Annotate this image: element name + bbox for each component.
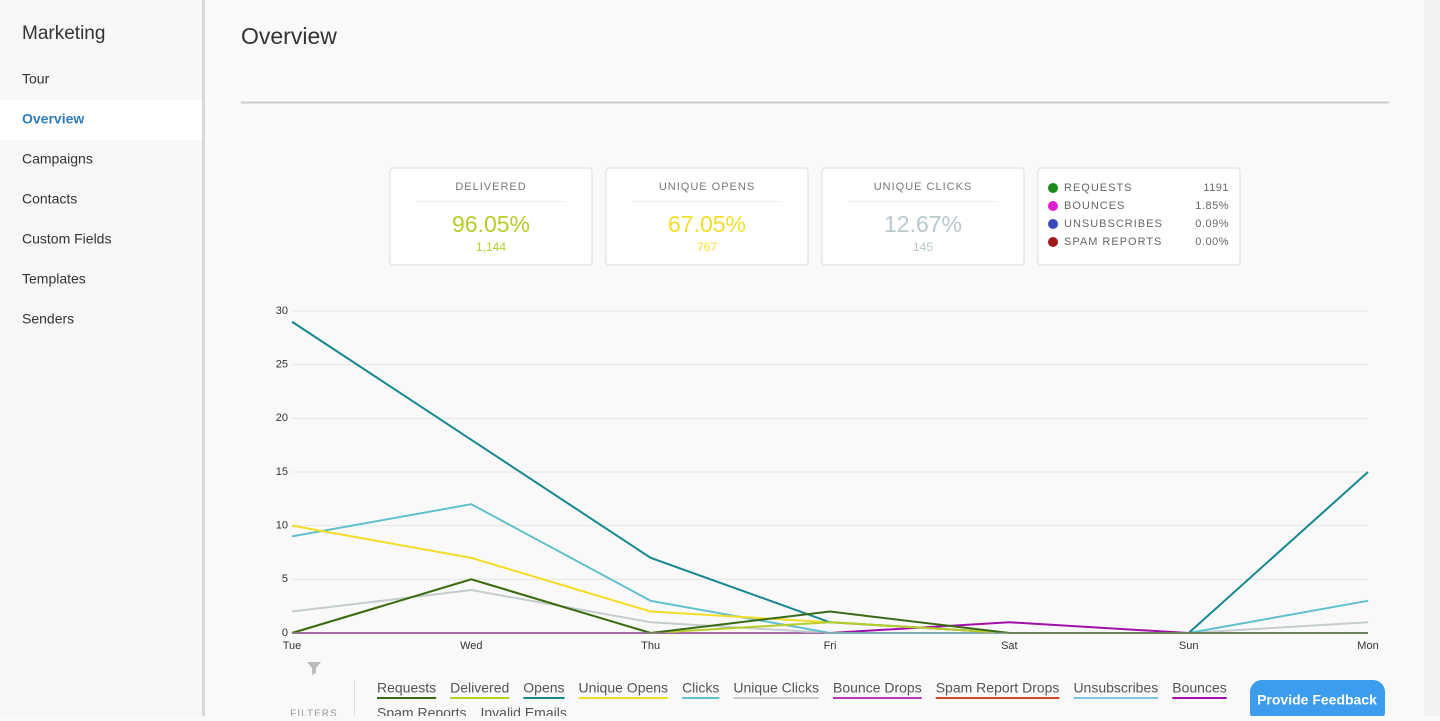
y-tick-label: 20 (276, 412, 288, 424)
sidebar-border (202, 0, 205, 716)
summary-dot (1048, 201, 1058, 211)
stat-label: UNIQUE OPENS (659, 181, 755, 193)
stat-label: DELIVERED (455, 181, 526, 193)
page-title: Overview (241, 23, 337, 49)
legend-item[interactable]: Unique Clicks (733, 680, 819, 696)
legend-item[interactable]: Opens (523, 680, 564, 696)
x-tick-label: Fri (824, 640, 837, 652)
legend-item[interactable]: Bounce Drops (833, 680, 922, 696)
active-row (0, 100, 202, 140)
scrollbar (1424, 0, 1440, 716)
stat-card (605, 167, 809, 266)
stat-label: UNIQUE CLICKS (874, 181, 973, 193)
y-tick-label: 10 (276, 520, 288, 532)
nav-item[interactable]: Templates (22, 271, 86, 287)
y-tick-label: 0 (282, 627, 288, 639)
nav-item[interactable]: Campaigns (22, 151, 93, 167)
summary-dot (1048, 183, 1058, 193)
stat-count: 145 (913, 240, 933, 254)
y-tick-label: 30 (276, 305, 288, 317)
legend-item[interactable]: Requests (377, 680, 436, 696)
summary-dot (1048, 237, 1058, 247)
x-tick-label: Thu (641, 640, 660, 652)
legend-item[interactable]: Unsubscribes (1073, 680, 1158, 696)
stat-count: 1,144 (476, 240, 506, 254)
legend-item[interactable]: Spam Reports (377, 705, 466, 721)
stat-card (389, 167, 593, 266)
nav-item[interactable]: Tour (22, 71, 50, 87)
legend-item[interactable]: Spam Report Drops (936, 680, 1060, 696)
x-tick-label: Tue (283, 640, 302, 652)
summary-value: 0.09% (1195, 218, 1229, 230)
summary-label: SPAM REPORTS (1064, 236, 1162, 248)
x-tick-label: Mon (1357, 640, 1378, 652)
y-tick-label: 15 (276, 466, 288, 478)
nav-item[interactable]: Senders (22, 311, 74, 327)
legend-item[interactable]: Delivered (450, 680, 509, 696)
stat-value: 12.67% (884, 211, 962, 237)
summary-value: 0.00% (1195, 236, 1229, 248)
nav-item[interactable]: Overview (22, 111, 84, 127)
summary-value: 1191 (1203, 182, 1229, 194)
legend-item[interactable]: Invalid Emails (480, 705, 566, 721)
summary-dot (1048, 219, 1058, 229)
x-tick-label: Sun (1179, 640, 1199, 652)
x-tick-label: Wed (460, 640, 482, 652)
legend-item[interactable]: Bounces (1172, 680, 1226, 696)
nav-item[interactable]: Custom Fields (22, 231, 111, 247)
summary-label: REQUESTS (1064, 182, 1133, 194)
summary-value: 1.85% (1195, 200, 1229, 212)
y-tick-label: 25 (276, 359, 288, 371)
legend-item[interactable]: Unique Opens (579, 680, 669, 696)
nav-item[interactable]: Contacts (22, 191, 77, 207)
summary-label: UNSUBSCRIBES (1064, 218, 1163, 230)
stat-count: 767 (697, 240, 717, 254)
summary-label: BOUNCES (1064, 200, 1125, 212)
x-tick-label: Sat (1001, 640, 1018, 652)
y-tick-label: 5 (282, 573, 288, 585)
filters-label: FILTERS (290, 709, 337, 716)
feedback-button[interactable] (1250, 680, 1385, 721)
sidebar-title: Marketing (22, 23, 105, 44)
legend-item[interactable]: Clicks (682, 680, 719, 696)
filter-icon (307, 662, 321, 675)
stat-value: 96.05% (452, 211, 530, 237)
stat-card (821, 167, 1025, 266)
feedback-label: Provide Feedback (1257, 692, 1377, 708)
stat-value: 67.05% (668, 211, 746, 237)
summary-card (1037, 167, 1241, 266)
